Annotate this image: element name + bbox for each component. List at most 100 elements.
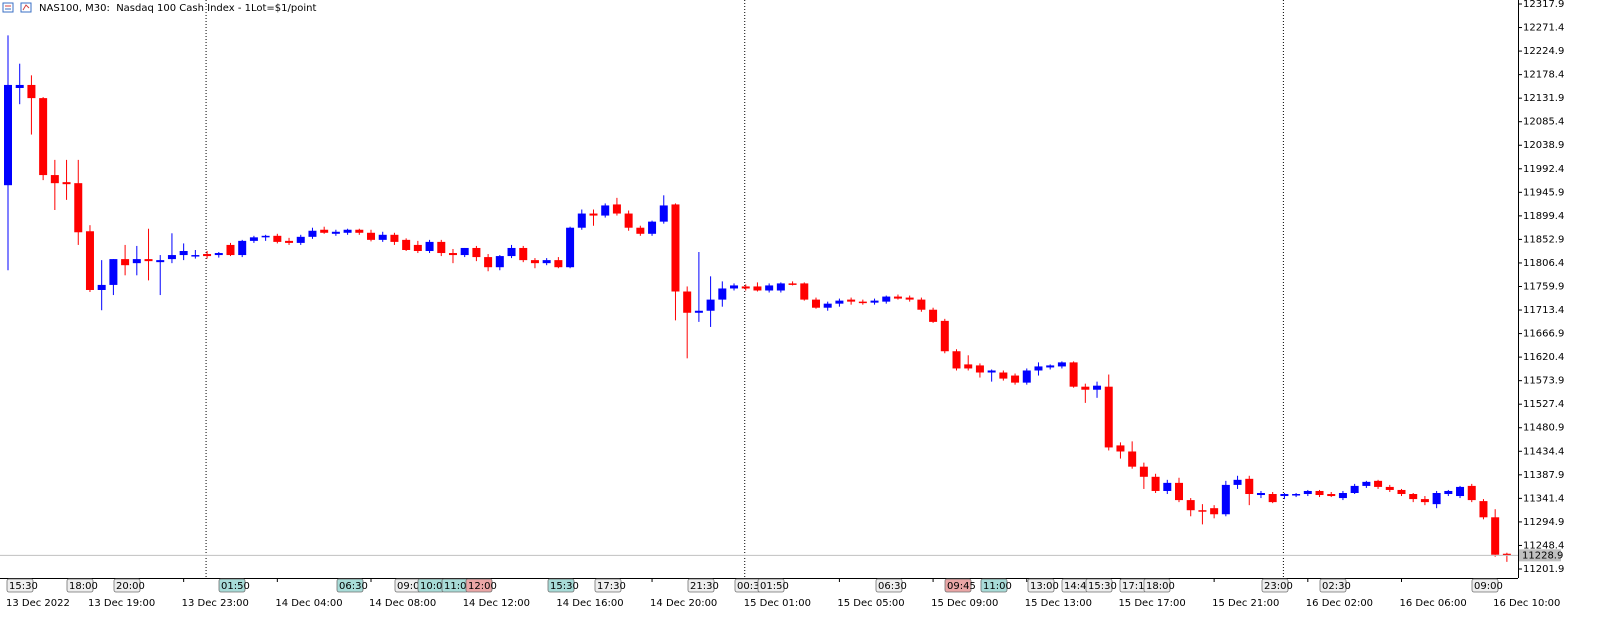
event-box <box>1261 578 1289 593</box>
y-tick-label: 12317.9 <box>1523 0 1564 10</box>
candle-body <box>249 237 258 241</box>
event-label: 11:00 <box>444 581 473 592</box>
candle-body <box>940 320 949 352</box>
candle-body <box>999 372 1008 379</box>
event-box <box>757 578 785 593</box>
y-tick-label: 12224.9 <box>1523 46 1564 57</box>
event-label: 06:30 <box>339 581 368 592</box>
y-tick-label: 12038.9 <box>1523 140 1564 151</box>
y-tick-label: 11899.4 <box>1523 211 1564 222</box>
candle-body <box>203 254 212 257</box>
event-label: 21:30 <box>690 581 719 592</box>
candle-body <box>1409 494 1418 500</box>
candle-body <box>214 253 223 256</box>
candle-body <box>765 285 774 291</box>
candle-body <box>62 182 71 185</box>
event-label: 17:30 <box>597 581 626 592</box>
event-box <box>66 578 94 593</box>
candle-body <box>285 240 294 243</box>
candle-body <box>1022 370 1031 383</box>
candle-body <box>612 204 621 214</box>
event-box <box>594 578 622 593</box>
event-label: 01:50 <box>760 581 789 592</box>
candle-body <box>835 300 844 304</box>
candle-body <box>917 299 926 310</box>
x-tick-label: 14 Dec 20:00 <box>650 598 717 609</box>
y-tick-label: 11759.9 <box>1523 281 1564 292</box>
candle-body <box>402 239 411 250</box>
candle-body <box>1338 492 1347 499</box>
candle-body <box>1057 362 1066 367</box>
event-label: 17:15 <box>1122 581 1151 592</box>
event-box <box>1319 578 1347 593</box>
event-box <box>980 578 1008 593</box>
candle-body <box>495 256 504 268</box>
candle-body <box>425 241 434 252</box>
event-label: 15:30 <box>550 581 579 592</box>
candle-body <box>1116 445 1125 452</box>
candle-body <box>85 231 94 290</box>
y-tick-label: 12131.9 <box>1523 93 1564 104</box>
candle-body <box>378 234 387 240</box>
candle-body <box>367 232 376 240</box>
event-label: 11:00 <box>983 581 1012 592</box>
event-label: 09:00 <box>397 581 426 592</box>
y-tick-label: 11201.9 <box>1523 564 1564 575</box>
candle-body <box>870 300 879 303</box>
candle-body <box>1280 494 1289 497</box>
y-tick-label: 11713.4 <box>1523 305 1564 316</box>
candle-body <box>331 231 340 234</box>
candle-body <box>390 234 399 242</box>
y-tick-label: 11434.4 <box>1523 446 1564 457</box>
candle-body <box>343 229 352 233</box>
candle-body <box>1210 508 1219 515</box>
candle-body <box>1081 386 1090 390</box>
candle-body <box>460 247 469 256</box>
candle-body <box>191 255 200 257</box>
candle-body <box>566 227 575 268</box>
candle-body <box>355 229 364 233</box>
candle-body <box>624 213 633 228</box>
y-tick-label: 12178.4 <box>1523 70 1564 81</box>
icon <box>20 2 32 13</box>
x-tick-label: 14 Dec 08:00 <box>369 598 436 609</box>
candle-body <box>179 251 188 256</box>
x-tick-label: 15 Dec 05:00 <box>837 598 904 609</box>
candle-body <box>320 229 329 233</box>
candle-body <box>1420 499 1429 503</box>
candle-body <box>144 259 153 262</box>
event-label: 14:45 <box>1064 581 1093 592</box>
event-label: 06:30 <box>878 581 907 592</box>
candle-body <box>1011 375 1020 383</box>
candle-body <box>1186 500 1195 511</box>
y-tick-label: 11852.9 <box>1523 234 1564 245</box>
candle-body <box>448 253 457 256</box>
header-icons <box>2 2 32 13</box>
candle-body <box>1456 486 1465 497</box>
y-tick-label: 11806.4 <box>1523 258 1564 269</box>
candle-body <box>97 284 106 290</box>
candle-body <box>577 213 586 228</box>
candle-body <box>15 84 24 88</box>
x-tick-label: 15 Dec 21:00 <box>1212 598 1279 609</box>
candle-body <box>1069 362 1078 387</box>
candle-body <box>1163 482 1172 491</box>
candle-body <box>530 260 539 264</box>
last-price-label: 11228.9 <box>1522 550 1563 561</box>
candle-body <box>519 247 528 261</box>
y-tick-label: 11666.9 <box>1523 329 1564 340</box>
event-box <box>1027 578 1055 593</box>
y-tick-label: 11480.9 <box>1523 423 1564 434</box>
y-tick-label: 11387.9 <box>1523 470 1564 481</box>
candle-body <box>1292 494 1301 496</box>
candle-body <box>1221 484 1230 515</box>
candle-body <box>437 241 446 254</box>
event-box <box>336 578 364 593</box>
x-tick-label: 16 Dec 06:00 <box>1399 598 1466 609</box>
candle-body <box>753 286 762 291</box>
event-box <box>465 578 493 593</box>
candle-body <box>308 230 317 237</box>
event-label: 01:50 <box>221 581 250 592</box>
candle-body <box>1268 494 1277 503</box>
